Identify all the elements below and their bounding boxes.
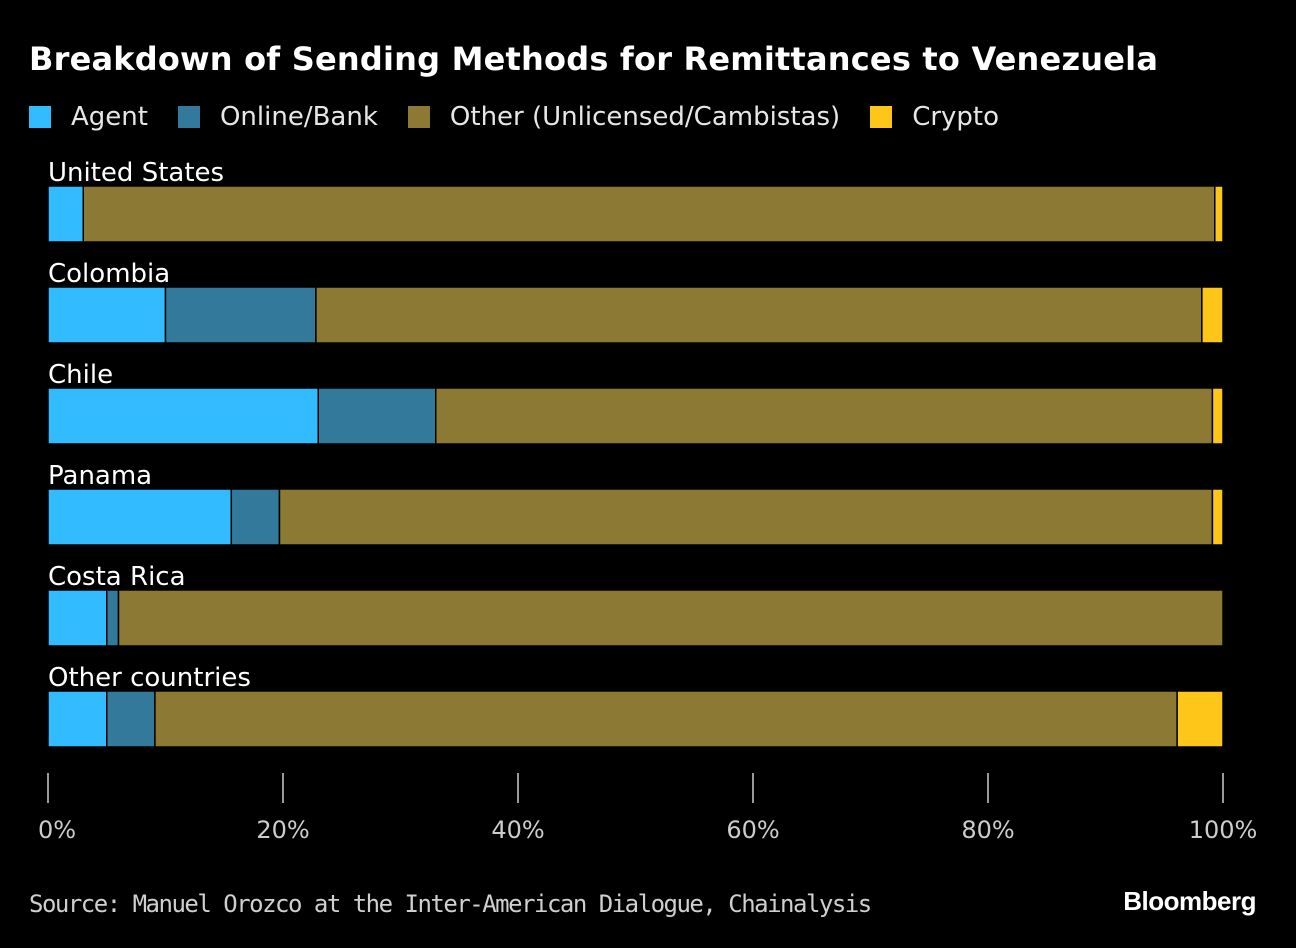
x-tick-label: 20% bbox=[256, 816, 309, 844]
legend-item: Crypto bbox=[870, 102, 999, 132]
legend-swatch bbox=[870, 106, 893, 128]
legend-swatch bbox=[177, 106, 200, 128]
chart-plot: United States Colombia Chile Panama Costa Ri… bbox=[38, 158, 1258, 844]
x-tick-label: 40% bbox=[491, 816, 544, 844]
x-tick-label: 80% bbox=[961, 816, 1014, 844]
bar-segment bbox=[1211, 488, 1224, 546]
category-label: United States bbox=[48, 158, 224, 188]
x-tick-label: 100% bbox=[1189, 816, 1258, 844]
x-tick-label: 0% bbox=[38, 816, 76, 844]
bar-segment bbox=[47, 387, 319, 445]
bar-segment bbox=[47, 690, 108, 748]
legend-label: Crypto bbox=[912, 102, 1000, 132]
legend-item: Agent bbox=[29, 102, 148, 132]
legend-item: Online/Bank bbox=[177, 102, 378, 132]
bar-segment bbox=[47, 488, 233, 546]
category-label: Other countries bbox=[48, 663, 251, 693]
legend-swatch bbox=[407, 106, 430, 128]
bar-segment bbox=[317, 387, 437, 445]
legend-label: Agent bbox=[71, 102, 148, 132]
bloomberg-logo: Bloomberg bbox=[1123, 886, 1256, 916]
bar-segment bbox=[230, 488, 281, 546]
bar-segment bbox=[47, 589, 108, 647]
bar-segment bbox=[106, 690, 156, 748]
legend-swatch bbox=[29, 106, 51, 128]
bar-segment bbox=[106, 589, 120, 647]
bar-segment bbox=[164, 286, 317, 344]
bar-segment bbox=[47, 185, 84, 243]
category-label: Chile bbox=[48, 360, 113, 390]
bar-segment bbox=[315, 286, 1203, 344]
bar-segment bbox=[278, 488, 1214, 546]
bar-segment bbox=[1214, 185, 1224, 243]
bar-segment bbox=[154, 690, 1178, 748]
chart-title: Breakdown of Sending Methods for Remitta… bbox=[29, 40, 1159, 78]
legend-item: Other (Unlicensed/Cambistas) bbox=[407, 102, 841, 132]
bar-segment bbox=[47, 286, 167, 344]
legend-label: Online/Bank bbox=[219, 102, 378, 132]
bar-segment bbox=[1176, 690, 1224, 748]
category-label: Panama bbox=[48, 461, 152, 491]
bar-segment bbox=[82, 185, 1216, 243]
bar-segment bbox=[1201, 286, 1224, 344]
category-label: Colombia bbox=[48, 259, 170, 289]
legend: Agent Online/Bank Other (Unlicensed/Cambis… bbox=[29, 102, 1029, 132]
bar-segment bbox=[117, 589, 1224, 647]
source-note: Source: Manuel Orozco at the Inter-Ameri… bbox=[29, 890, 872, 918]
x-tick-label: 60% bbox=[726, 816, 779, 844]
category-label: Costa Rica bbox=[48, 562, 186, 592]
bar-segment bbox=[435, 387, 1214, 445]
legend-label: Other (Unlicensed/Cambistas) bbox=[449, 102, 841, 132]
bar-segment bbox=[1211, 387, 1224, 445]
